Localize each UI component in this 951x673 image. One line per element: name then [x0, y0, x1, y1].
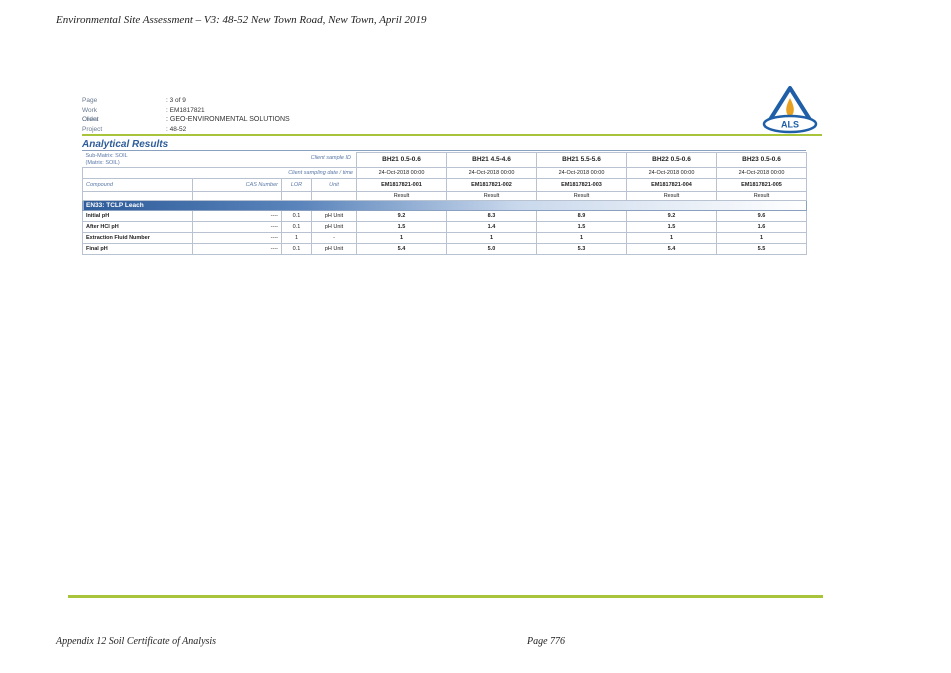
- unit-value: -: [311, 231, 357, 244]
- meta-label: Client: [82, 116, 99, 123]
- result-value: 1.5: [356, 220, 447, 233]
- title-divider: [82, 150, 806, 151]
- sub-matrix-label: Sub-Matrix: SOIL: [85, 152, 128, 159]
- lab-id: EM1817821-003: [536, 177, 627, 192]
- matrix-cell: Sub-Matrix: SOIL (Matrix: SOIL) Client s…: [82, 152, 357, 168]
- lor-value: 0.1: [281, 220, 312, 233]
- lab-id: EM1817821-001: [356, 177, 447, 192]
- column-header-row: Compound CAS Number LOR Unit EM1817821-0…: [82, 177, 807, 192]
- sampling-date: 24-Oct-2018 00:00: [626, 166, 717, 179]
- table-row: Final pH ---- 0.1 pH Unit 5.4 5.0 5.3 5.…: [82, 242, 807, 255]
- table-row: Initial pH ---- 0.1 pH Unit 9.2 8.3 8.9 …: [82, 209, 807, 222]
- cas-number: ----: [192, 242, 282, 255]
- sampling-date: 24-Oct-2018 00:00: [356, 166, 447, 179]
- sample-id: BH21 0.5-0.6: [356, 152, 447, 168]
- compound-name: Final pH: [82, 242, 193, 255]
- result-value: 1.5: [536, 220, 627, 233]
- cas-header: CAS Number: [192, 177, 282, 192]
- result-value: 1.4: [446, 220, 537, 233]
- lab-id: EM1817821-002: [446, 177, 537, 192]
- page-title: Analytical Results: [82, 139, 169, 150]
- meta-value: : 48-52: [166, 125, 187, 133]
- top-green-rule: [82, 134, 822, 136]
- result-value: 5.3: [536, 242, 627, 255]
- result-value: 5.5: [716, 242, 807, 255]
- result-value: 1: [356, 231, 447, 244]
- meta-value: : GEO-ENVIRONMENTAL SOLUTIONS: [166, 116, 290, 123]
- lor-value: 0.1: [281, 209, 312, 222]
- result-value: 9.2: [356, 209, 447, 222]
- result-value: 8.9: [536, 209, 627, 222]
- section-title: EN33: TCLP Leach: [82, 199, 807, 211]
- table-row: Extraction Fluid Number ---- 1 - 1 1 1 1…: [82, 231, 807, 244]
- sample-id: BH22 0.5-0.6: [626, 152, 717, 168]
- lor-value: 0.1: [281, 242, 312, 255]
- result-value: 1.6: [716, 220, 807, 233]
- result-value: 1: [536, 231, 627, 244]
- lor-value: 1: [281, 231, 312, 244]
- result-value: 1: [446, 231, 537, 244]
- result-value: 1: [716, 231, 807, 244]
- sampling-date: 24-Oct-2018 00:00: [536, 166, 627, 179]
- result-value: 5.4: [356, 242, 447, 255]
- result-value: 9.2: [626, 209, 717, 222]
- result-value: 9.6: [716, 209, 807, 222]
- empty-cell: [82, 190, 193, 201]
- unit-value: pH Unit: [311, 242, 357, 255]
- result-label: Result: [446, 190, 537, 201]
- sampling-date-label: Client sampling date / time: [82, 166, 357, 179]
- cas-number: ----: [192, 220, 282, 233]
- meta-label: Work Order: [82, 106, 99, 124]
- bottom-green-rule: [68, 595, 823, 598]
- result-label: Result: [536, 190, 627, 201]
- client-sample-id-label: Client sample ID: [310, 154, 351, 161]
- sample-id: BH21 4.5-4.6: [446, 152, 537, 168]
- sample-id: BH23 0.5-0.6: [716, 152, 807, 168]
- result-label: Result: [356, 190, 447, 201]
- document-header: Environmental Site Assessment – V3: 48-5…: [56, 14, 427, 26]
- compound-name: Initial pH: [82, 209, 193, 222]
- empty-cell: [311, 190, 357, 201]
- result-value: 1.5: [626, 220, 717, 233]
- sampling-date: 24-Oct-2018 00:00: [716, 166, 807, 179]
- meta-label: Page: [82, 97, 98, 104]
- footer-page-number: Page 776: [527, 636, 566, 647]
- compound-name: After HCl pH: [82, 220, 193, 233]
- unit-value: pH Unit: [311, 220, 357, 233]
- lab-id: EM1817821-005: [716, 177, 807, 192]
- lor-header: LOR: [281, 177, 312, 192]
- sample-id-row: Sub-Matrix: SOIL (Matrix: SOIL) Client s…: [82, 152, 807, 168]
- table-row: After HCl pH ---- 0.1 pH Unit 1.5 1.4 1.…: [82, 220, 807, 233]
- result-label: Result: [626, 190, 717, 201]
- matrix-label: (Matrix: SOIL): [85, 159, 120, 166]
- logo-text: ALS: [781, 120, 799, 130]
- footer-appendix-label: Appendix 12 Soil Certificate of Analysis: [56, 636, 217, 647]
- meta-value: : EM1817821: [166, 106, 205, 114]
- meta-value: : 3 of 9: [166, 97, 186, 104]
- sample-id: BH21 5.5-5.6: [536, 152, 627, 168]
- section-header-row: EN33: TCLP Leach: [82, 199, 807, 211]
- result-value: 1: [626, 231, 717, 244]
- result-label: Result: [716, 190, 807, 201]
- empty-cell: [281, 190, 312, 201]
- unit-header: Unit: [311, 177, 357, 192]
- sampling-date: 24-Oct-2018 00:00: [446, 166, 537, 179]
- result-value: 5.0: [446, 242, 537, 255]
- compound-name: Extraction Fluid Number: [82, 231, 193, 244]
- result-value: 8.3: [446, 209, 537, 222]
- als-logo: ALS: [762, 86, 818, 134]
- analytical-results-table: Sub-Matrix: SOIL (Matrix: SOIL) Client s…: [82, 152, 807, 255]
- compound-header: Compound: [82, 177, 193, 192]
- result-label-row: Result Result Result Result Result: [82, 190, 807, 201]
- lab-id: EM1817821-004: [626, 177, 717, 192]
- cas-number: ----: [192, 231, 282, 244]
- result-value: 5.4: [626, 242, 717, 255]
- empty-cell: [192, 190, 282, 201]
- cas-number: ----: [192, 209, 282, 222]
- meta-label: Project: [82, 125, 103, 133]
- unit-value: pH Unit: [311, 209, 357, 222]
- sampling-date-row: Client sampling date / time 24-Oct-2018 …: [82, 166, 807, 179]
